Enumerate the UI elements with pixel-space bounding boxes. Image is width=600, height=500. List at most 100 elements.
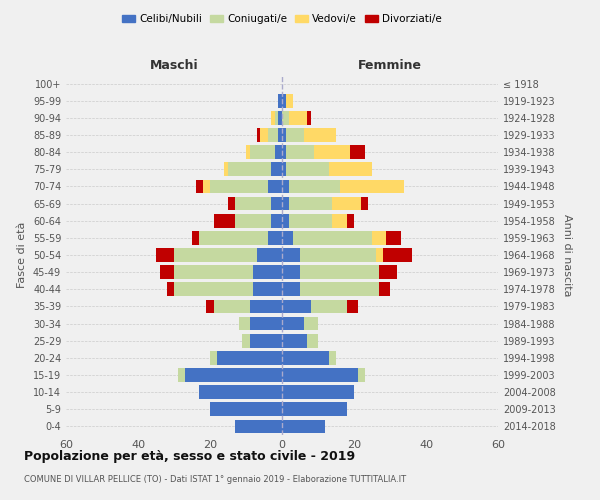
Bar bbox=[167, 282, 174, 296]
Bar bbox=[286, 94, 293, 108]
Bar bbox=[268, 231, 282, 244]
Bar bbox=[329, 351, 336, 364]
Bar bbox=[253, 282, 282, 296]
Bar bbox=[332, 196, 361, 210]
Bar bbox=[275, 146, 282, 159]
Bar bbox=[282, 94, 286, 108]
Bar bbox=[376, 248, 383, 262]
Bar bbox=[307, 111, 311, 124]
Bar bbox=[304, 316, 318, 330]
Bar bbox=[383, 248, 412, 262]
Bar bbox=[282, 368, 358, 382]
Bar bbox=[178, 368, 185, 382]
Bar bbox=[250, 316, 282, 330]
Bar bbox=[278, 94, 282, 108]
Bar bbox=[196, 180, 203, 194]
Bar bbox=[289, 180, 340, 194]
Bar bbox=[314, 146, 350, 159]
Bar bbox=[174, 248, 257, 262]
Bar bbox=[228, 162, 271, 176]
Bar bbox=[250, 334, 282, 347]
Bar bbox=[282, 334, 307, 347]
Bar bbox=[282, 146, 286, 159]
Bar bbox=[282, 128, 286, 142]
Bar bbox=[210, 351, 217, 364]
Y-axis label: Anni di nascita: Anni di nascita bbox=[562, 214, 572, 296]
Bar bbox=[199, 231, 268, 244]
Text: COMUNE DI VILLAR PELLICE (TO) - Dati ISTAT 1° gennaio 2019 - Elaborazione TUTTIT: COMUNE DI VILLAR PELLICE (TO) - Dati IST… bbox=[24, 475, 406, 484]
Bar bbox=[239, 316, 250, 330]
Bar bbox=[235, 214, 271, 228]
Bar bbox=[224, 162, 228, 176]
Bar bbox=[379, 282, 390, 296]
Bar bbox=[268, 128, 278, 142]
Bar bbox=[282, 162, 286, 176]
Bar bbox=[286, 128, 304, 142]
Bar bbox=[282, 248, 300, 262]
Bar bbox=[282, 214, 289, 228]
Text: Maschi: Maschi bbox=[149, 58, 199, 71]
Bar bbox=[372, 231, 386, 244]
Bar bbox=[350, 146, 365, 159]
Bar bbox=[307, 334, 318, 347]
Bar bbox=[271, 111, 275, 124]
Bar bbox=[332, 214, 347, 228]
Bar bbox=[278, 111, 282, 124]
Bar bbox=[271, 214, 282, 228]
Bar bbox=[217, 351, 282, 364]
Bar bbox=[282, 351, 329, 364]
Bar bbox=[379, 266, 397, 279]
Bar bbox=[329, 162, 372, 176]
Bar bbox=[289, 214, 332, 228]
Bar bbox=[235, 196, 271, 210]
Bar bbox=[282, 316, 304, 330]
Bar bbox=[174, 266, 253, 279]
Bar bbox=[282, 111, 289, 124]
Bar bbox=[210, 402, 282, 416]
Bar bbox=[358, 368, 365, 382]
Bar bbox=[386, 231, 401, 244]
Bar bbox=[206, 300, 214, 314]
Bar bbox=[246, 146, 250, 159]
Bar bbox=[289, 196, 332, 210]
Bar bbox=[282, 282, 300, 296]
Bar bbox=[228, 196, 235, 210]
Bar bbox=[268, 180, 282, 194]
Bar bbox=[160, 266, 174, 279]
Bar bbox=[214, 214, 235, 228]
Bar bbox=[300, 266, 379, 279]
Bar bbox=[282, 196, 289, 210]
Bar bbox=[286, 162, 329, 176]
Bar bbox=[282, 180, 289, 194]
Bar bbox=[347, 300, 358, 314]
Bar bbox=[282, 266, 300, 279]
Bar bbox=[199, 386, 282, 399]
Bar bbox=[156, 248, 174, 262]
Bar bbox=[278, 128, 282, 142]
Bar bbox=[203, 180, 210, 194]
Bar bbox=[282, 300, 311, 314]
Bar bbox=[174, 282, 253, 296]
Bar bbox=[257, 128, 260, 142]
Y-axis label: Fasce di età: Fasce di età bbox=[17, 222, 27, 288]
Bar bbox=[260, 128, 268, 142]
Bar bbox=[192, 231, 199, 244]
Bar bbox=[282, 386, 354, 399]
Bar bbox=[300, 248, 376, 262]
Bar bbox=[282, 420, 325, 434]
Bar bbox=[293, 231, 372, 244]
Bar bbox=[271, 196, 282, 210]
Bar bbox=[282, 231, 293, 244]
Bar bbox=[235, 420, 282, 434]
Bar bbox=[253, 266, 282, 279]
Bar bbox=[347, 214, 354, 228]
Bar bbox=[361, 196, 368, 210]
Text: Femmine: Femmine bbox=[358, 58, 422, 71]
Bar bbox=[185, 368, 282, 382]
Bar bbox=[242, 334, 250, 347]
Bar bbox=[250, 300, 282, 314]
Bar bbox=[340, 180, 404, 194]
Bar bbox=[289, 111, 307, 124]
Bar bbox=[300, 282, 379, 296]
Bar bbox=[257, 248, 282, 262]
